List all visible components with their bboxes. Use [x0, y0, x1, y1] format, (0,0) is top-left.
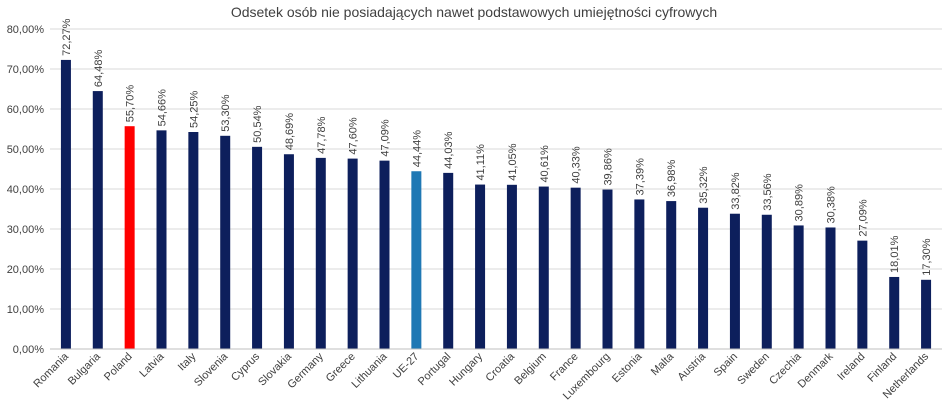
- data-label: 40,33%: [571, 146, 583, 184]
- x-tick-label: Austria: [675, 350, 708, 383]
- data-labels: 72,27% 64,48% 55,70% 54,66% 54,25% 53,30% 50,5…: [61, 18, 933, 275]
- x-tick-label: Slovenia: [192, 350, 231, 389]
- data-label: 47,78%: [316, 116, 328, 154]
- x-tick-label: Romania: [31, 350, 71, 390]
- x-tick-label: Italy: [176, 350, 199, 373]
- x-tick-label: UE-27: [391, 351, 422, 382]
- bar-romania: [60, 59, 71, 350]
- data-label: 33,82%: [730, 172, 742, 210]
- bar-hungary: [475, 184, 486, 349]
- gridlines: [50, 28, 942, 310]
- bar-greece: [347, 158, 358, 349]
- data-label: 37,39%: [634, 158, 646, 196]
- x-tick-label: Portugal: [416, 351, 453, 388]
- bar-austria: [698, 207, 709, 349]
- data-label: 30,38%: [826, 186, 838, 224]
- bar-malta: [666, 201, 677, 349]
- x-tick-label: Sweden: [735, 351, 772, 388]
- data-label: 64,48%: [93, 50, 105, 88]
- data-label: 47,60%: [348, 117, 360, 155]
- y-tick-label: 50,00%: [7, 144, 45, 156]
- x-tick-label: Bulgaria: [66, 350, 104, 388]
- y-axis-ticks: 0,00% 10,00% 20,00% 30,00% 40,00% 50,00% 60,00…: [7, 24, 45, 356]
- bar-lithuania: [379, 160, 390, 349]
- bar-finland: [889, 276, 900, 349]
- bar-belgium: [538, 186, 549, 349]
- x-tick-label: Ireland: [835, 351, 867, 383]
- data-label: 72,27%: [61, 18, 73, 56]
- data-label: 35,32%: [698, 166, 710, 204]
- bar-denmark: [825, 227, 836, 349]
- bar-slovenia: [220, 135, 231, 349]
- data-label: 47,09%: [380, 119, 392, 157]
- y-tick-label: 10,00%: [7, 304, 45, 316]
- data-label: 40,61%: [539, 145, 551, 183]
- data-label: 18,01%: [889, 235, 901, 273]
- data-label: 44,03%: [443, 131, 455, 169]
- bar-portugal: [443, 172, 454, 349]
- bar-estonia: [634, 199, 645, 349]
- y-tick-label: 20,00%: [7, 264, 45, 276]
- bar-italy: [188, 132, 199, 349]
- data-label: 54,66%: [157, 89, 169, 127]
- x-tick-label: Malta: [649, 350, 677, 378]
- data-label: 55,70%: [125, 85, 137, 123]
- bar-ue-27: [411, 171, 422, 349]
- y-tick-label: 30,00%: [7, 224, 45, 236]
- bar-czechia: [793, 225, 804, 349]
- y-tick-label: 80,00%: [7, 24, 45, 36]
- y-tick-label: 70,00%: [7, 64, 45, 76]
- x-tick-label: Germany: [285, 350, 326, 391]
- bar-cyprus: [252, 146, 263, 349]
- bar-bulgaria: [92, 91, 103, 349]
- bar-spain: [729, 213, 740, 349]
- data-label: 36,98%: [666, 160, 678, 198]
- data-label: 50,54%: [252, 105, 264, 143]
- data-label: 44,44%: [411, 130, 423, 168]
- bar-slovakia: [283, 154, 294, 349]
- y-tick-label: 60,00%: [7, 104, 45, 116]
- y-tick-label: 0,00%: [13, 344, 44, 356]
- x-tick-label: Belgium: [512, 351, 549, 388]
- data-label: 41,05%: [507, 143, 519, 181]
- x-tick-label: Hungary: [447, 350, 485, 388]
- bar-netherlands: [921, 279, 932, 349]
- data-label: 30,89%: [794, 184, 806, 222]
- bar-ireland: [857, 240, 868, 349]
- bar-poland: [124, 126, 135, 349]
- data-label: 41,11%: [475, 144, 487, 181]
- chart-title: Odsetek osób nie posiadających nawet pod…: [231, 4, 717, 20]
- data-label: 53,30%: [220, 94, 232, 132]
- y-tick-label: 40,00%: [7, 184, 45, 196]
- data-label: 39,86%: [603, 148, 615, 186]
- data-label: 48,69%: [284, 113, 296, 151]
- bar-sweden: [761, 214, 772, 349]
- x-tick-label: Poland: [102, 351, 135, 384]
- data-label: 17,30%: [921, 238, 933, 276]
- data-label: 33,56%: [762, 173, 774, 211]
- x-tick-label: Latvia: [137, 350, 167, 380]
- x-tick-label: Estonia: [610, 350, 645, 385]
- bar-france: [570, 187, 581, 349]
- bar-germany: [315, 157, 326, 349]
- data-label: 27,09%: [857, 199, 869, 237]
- bar-luxembourg: [602, 189, 613, 349]
- x-tick-label: Spain: [712, 351, 740, 379]
- data-label: 54,25%: [188, 90, 200, 128]
- bars: [60, 59, 932, 350]
- x-tick-label: Lithuania: [350, 350, 391, 391]
- bar-croatia: [506, 184, 517, 349]
- bar-latvia: [156, 130, 167, 349]
- x-tick-label: Denmark: [796, 350, 836, 390]
